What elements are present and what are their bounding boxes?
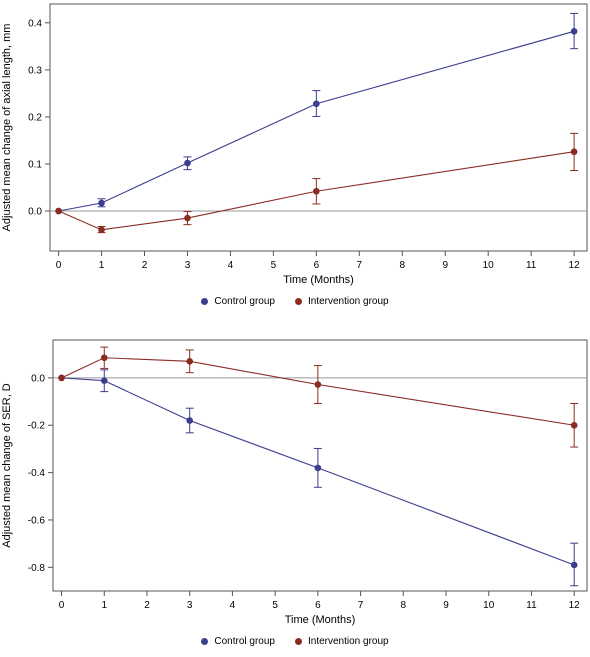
x-tick-label: 0 xyxy=(56,260,62,271)
intervention-point xyxy=(313,187,320,195)
x-tick-label: 3 xyxy=(185,260,191,271)
legend-item-control: Control group xyxy=(201,636,275,647)
y-tick-label: 0.4 xyxy=(28,18,42,29)
x-tick-label: 7 xyxy=(357,260,363,271)
legend-item-intervention: Intervention group xyxy=(294,296,389,307)
legend-label-intervention: Intervention group xyxy=(307,636,389,647)
y-tick-label: 0.2 xyxy=(28,112,42,123)
intervention-marker-icon xyxy=(294,298,302,305)
y-axis-label: Adjusted mean change of axial length, mm xyxy=(1,24,13,232)
intervention-series xyxy=(58,346,579,448)
y-tick-label: -0.2 xyxy=(28,421,46,432)
intervention-point xyxy=(100,354,108,362)
x-axis-label: Time (Months) xyxy=(285,614,356,626)
control-point xyxy=(313,100,320,108)
intervention-point xyxy=(184,214,191,222)
y-tick-label: -0.4 xyxy=(28,468,46,479)
intervention-point xyxy=(98,226,105,234)
x-tick-label: 1 xyxy=(99,260,105,271)
x-tick-label: 6 xyxy=(315,600,321,611)
ser-plot: 0 1 2 3 4 5 6 7 8 9 10 11 120.0-0.2-0.4-0.6-0.8Time … xyxy=(1,339,588,626)
x-axis-label: Time (Months) xyxy=(283,274,354,286)
control-point xyxy=(184,159,191,167)
x-tick-label: 4 xyxy=(228,260,234,271)
x-tick-label: 8 xyxy=(401,600,407,611)
ser-legend: Control group Intervention group xyxy=(0,636,590,647)
axial-length-legend: Control group Intervention group xyxy=(0,296,590,307)
x-tick-label: 6 xyxy=(314,260,320,271)
legend-item-intervention: Intervention group xyxy=(294,636,389,647)
control-point xyxy=(98,199,105,207)
x-tick-label: 9 xyxy=(443,600,449,611)
x-tick-label: 0 xyxy=(59,600,65,611)
intervention-point xyxy=(570,421,578,429)
y-tick-label: 0.1 xyxy=(28,159,42,170)
x-tick-label: 12 xyxy=(569,600,581,611)
intervention-point xyxy=(58,374,65,382)
intervention-point xyxy=(55,207,62,215)
x-tick-label: 7 xyxy=(358,600,364,611)
control-point xyxy=(186,417,194,424)
x-tick-label: 11 xyxy=(526,600,537,611)
x-tick-label: 11 xyxy=(526,260,537,271)
plot-frame xyxy=(52,339,588,592)
y-tick-label: -0.8 xyxy=(28,563,46,574)
legend-label-intervention: Intervention group xyxy=(307,296,389,307)
y-tick-label: -0.6 xyxy=(28,515,46,526)
x-tick-label: 10 xyxy=(483,600,495,611)
intervention-point xyxy=(314,381,322,388)
intervention-point xyxy=(570,148,578,156)
y-tick-label: 0.3 xyxy=(28,65,42,76)
control-marker-icon xyxy=(201,638,209,645)
axial-length-chart: 0 1 2 3 4 5 6 7 8 9 10 11 12 0.0 0.1 0.2 0.3 0.4 Time (Mon… xyxy=(0,0,590,318)
ser-chart: 0 1 2 3 4 5 6 7 8 9 10 11 12 0.0 -0.2 -0.4 -0.6 -0.8 Time … xyxy=(0,330,590,652)
control-marker-icon xyxy=(201,298,209,305)
control-point xyxy=(570,561,578,569)
x-tick-label: 5 xyxy=(272,600,278,611)
intervention-point xyxy=(186,358,194,365)
x-tick-label: 10 xyxy=(483,260,495,271)
x-tick-label: 2 xyxy=(144,600,150,611)
intervention-marker-icon xyxy=(294,638,302,645)
control-point xyxy=(314,464,322,472)
y-tick-label: 0.0 xyxy=(31,373,45,384)
x-tick-label: 3 xyxy=(187,600,193,611)
legend-item-control: Control group xyxy=(201,296,275,307)
legend-label-control: Control group xyxy=(214,636,275,647)
control-point xyxy=(570,27,578,35)
control-point xyxy=(100,377,108,385)
x-tick-label: 4 xyxy=(230,600,236,611)
legend-label-control: Control group xyxy=(214,296,275,307)
x-tick-label: 9 xyxy=(442,260,448,271)
x-tick-label: 2 xyxy=(142,260,148,271)
x-tick-label: 1 xyxy=(101,600,107,611)
control-series xyxy=(58,369,579,587)
intervention-series xyxy=(55,132,579,234)
x-tick-label: 5 xyxy=(271,260,277,271)
x-tick-label: 8 xyxy=(399,260,405,271)
y-tick-label: 0.0 xyxy=(28,207,42,218)
plot-frame xyxy=(49,3,588,252)
control-series xyxy=(55,12,579,215)
x-tick-label: 12 xyxy=(569,260,581,271)
y-axis-label: Adjusted mean change of SER, D xyxy=(1,383,13,548)
